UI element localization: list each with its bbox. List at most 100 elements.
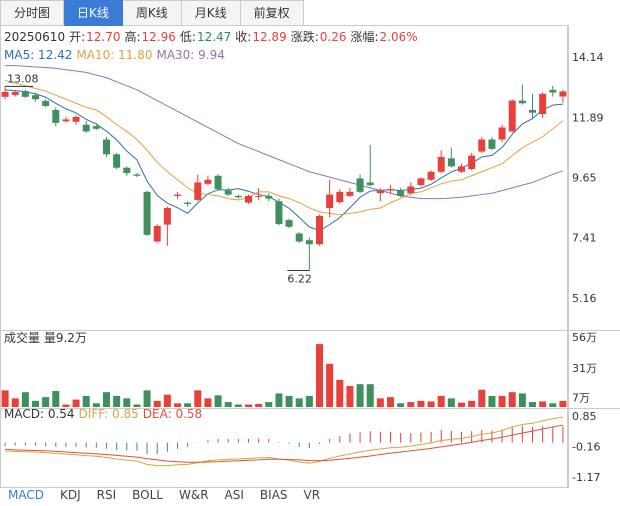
volume-bar [11, 398, 19, 407]
candle-body [224, 190, 232, 195]
candle-body [336, 191, 344, 203]
volume-bar [204, 398, 212, 407]
indicator-tab[interactable]: MACD [8, 488, 44, 502]
candle-body [305, 240, 313, 245]
volume-bar [265, 402, 273, 407]
field-label: 开: [69, 30, 86, 44]
volume-bar [488, 395, 496, 407]
volume-bar [285, 395, 293, 407]
volume-bar [234, 404, 242, 407]
candle-body [295, 233, 303, 242]
candle-body [275, 201, 283, 225]
field-value: 12.70 [86, 30, 121, 44]
volume-bar [92, 403, 100, 407]
volume-bar [153, 400, 161, 407]
candle-body [174, 194, 181, 196]
volume-bar [42, 397, 50, 407]
y-tick-label: 7.41 [572, 232, 597, 245]
volume-legend: 成交量 量9.2万 [4, 329, 91, 346]
volume-bar [21, 392, 29, 407]
y-tick-label: 11.89 [572, 111, 604, 124]
volume-bar [113, 395, 121, 407]
volume-bar [194, 390, 202, 407]
candle-body [194, 182, 202, 200]
volume-bar [376, 398, 384, 407]
y-tick-label: 14.14 [572, 51, 604, 64]
candle-body [42, 100, 50, 106]
period-tab[interactable]: 分时图 [0, 0, 65, 26]
candle-body [508, 100, 516, 132]
candle-body [133, 174, 141, 176]
candle-body [113, 154, 121, 168]
field-value: 2.06% [379, 30, 418, 44]
candle-body [427, 171, 435, 180]
candle-body [468, 155, 476, 170]
period-tab[interactable]: 月K线 [181, 0, 241, 26]
volume-bar [366, 384, 374, 407]
y-tick-label: 9.65 [572, 171, 597, 184]
volume-bar [123, 398, 131, 407]
y-tick-label: 7万 [572, 391, 590, 404]
volume-bar [316, 344, 323, 407]
candle-body [356, 178, 364, 192]
candle-body [285, 220, 293, 227]
candle-body [387, 189, 394, 191]
macd-legend-item: DEA: 0.58 [142, 407, 203, 421]
volume-bar [427, 401, 435, 407]
period-tab[interactable]: 日K线 [64, 0, 123, 26]
candle-body [214, 175, 222, 190]
y-tick-label: 0.85 [572, 410, 597, 423]
macd-legend-item: MACD: 0.54 [4, 407, 75, 421]
candle-body [498, 127, 506, 140]
candle-body [559, 91, 567, 97]
field-label: 涨幅: [350, 30, 379, 44]
candle-body [539, 93, 547, 115]
volume-bar [549, 403, 557, 407]
volume-bar [356, 384, 364, 407]
volume-bar [163, 394, 171, 407]
quote-info: 20250610 开:12.70 高:12.96 低:12.47 收:12.89 涨跌:0… [4, 28, 422, 45]
volume-bar [417, 400, 425, 407]
field-value: 12.47 [196, 30, 232, 44]
volume-bar [275, 393, 283, 407]
period-tabs: 分时图 日K线 周K线 月K线 前复权 [0, 0, 304, 26]
indicator-tab[interactable]: VR [303, 488, 321, 502]
volume-bar [245, 404, 252, 407]
volume-bar [407, 402, 415, 407]
candle-body [123, 167, 131, 174]
volume-bar [255, 403, 263, 407]
volume-bar [103, 392, 110, 407]
ma-legend-item: MA30: 9.94 [156, 48, 225, 62]
candle-body [255, 195, 263, 197]
candle-body [447, 158, 455, 167]
y-tick-label: 56万 [572, 331, 597, 344]
candle-body [32, 95, 39, 100]
volume-bar [133, 404, 141, 407]
candle-body [143, 191, 151, 235]
max-marker-label: 13.08 [7, 72, 38, 85]
indicator-tab[interactable]: RSI [96, 488, 117, 502]
period-tab[interactable]: 前复权 [240, 0, 304, 26]
candle-body [407, 186, 415, 194]
y-tick-label: -1.17 [572, 471, 600, 484]
indicator-tab[interactable]: W&R [178, 488, 209, 502]
volume-bar [72, 399, 80, 407]
field-value: 0.26 [319, 30, 347, 44]
volume-bar [295, 398, 303, 407]
period-tab[interactable]: 周K线 [122, 0, 182, 26]
candle-body [326, 194, 334, 208]
candle-body [82, 124, 90, 132]
indicator-tab[interactable]: BOLL [132, 488, 163, 502]
candle-body [265, 195, 273, 199]
ma-legend-item: MA5: 12.42 [4, 48, 73, 62]
indicator-tab[interactable]: KDJ [59, 488, 81, 502]
indicator-tab[interactable]: BIAS [259, 488, 288, 502]
volume-bar [508, 392, 516, 407]
volume-bar [62, 404, 70, 407]
volume-bar [478, 389, 486, 407]
candle-body [11, 91, 19, 95]
volume-bar [336, 379, 344, 407]
volume-bar [518, 393, 526, 407]
indicator-tab[interactable]: ASI [224, 488, 244, 502]
volume-title: 成交量 量9.2万 [4, 331, 87, 345]
